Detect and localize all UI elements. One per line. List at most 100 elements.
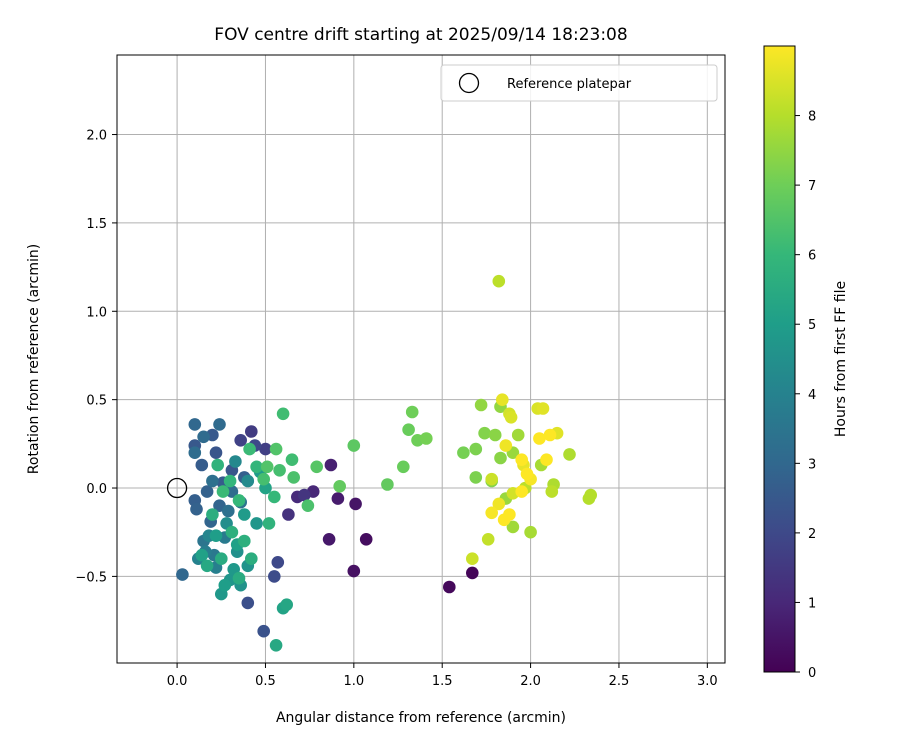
data-point [499, 439, 513, 452]
data-point [188, 418, 202, 431]
data-point [443, 580, 456, 594]
data-point [331, 492, 345, 505]
data-point [402, 423, 415, 437]
data-point [250, 517, 263, 530]
data-point [515, 453, 528, 467]
data-point [469, 442, 483, 456]
colorbar-tick-label: 7 [808, 179, 816, 194]
plot-frame [116, 54, 726, 664]
y-axis-ticks: −0.5 0.0 0.5 1.0 1.5 2.0 [75, 129, 117, 585]
data-point [188, 446, 202, 460]
data-point [268, 490, 281, 504]
x-tick-label: 2.0 [520, 674, 541, 689]
data-point [209, 446, 223, 460]
data-point [238, 534, 251, 548]
data-point [241, 596, 255, 610]
data-point [268, 570, 281, 583]
data-point [469, 471, 483, 484]
data-point [381, 478, 394, 491]
y-axis-label: Rotation from reference (arcmin) [26, 244, 42, 474]
data-point [503, 508, 516, 521]
grid-lines [117, 55, 725, 663]
x-axis-ticks: 0.0 0.5 1.0 1.5 2.0 2.5 3.0 [167, 663, 718, 689]
data-point [259, 442, 272, 456]
x-tick-label: 0.0 [167, 674, 188, 689]
data-points [176, 274, 597, 652]
data-point [506, 520, 520, 534]
data-point [223, 474, 237, 488]
data-point [257, 472, 271, 486]
data-point [269, 442, 283, 456]
data-point [466, 552, 479, 565]
data-point [301, 499, 315, 512]
data-point [584, 488, 597, 502]
x-tick-label: 3.0 [697, 674, 718, 689]
data-point [218, 578, 232, 592]
data-point [359, 533, 373, 546]
data-point [200, 485, 214, 498]
colorbar-ticks: 0 1 2 3 4 5 6 7 8 [795, 110, 816, 681]
data-point [524, 525, 537, 539]
data-point [298, 488, 311, 502]
y-tick-label: 0.5 [86, 394, 107, 409]
data-point [347, 564, 361, 578]
colorbar-tick-label: 0 [808, 666, 816, 681]
legend-label-reference-platepar: Reference platepar [507, 77, 632, 92]
data-point [176, 568, 189, 581]
colorbar: 0 1 2 3 4 5 6 7 8 Hours from first FF file [763, 45, 849, 681]
data-point [280, 598, 294, 611]
data-point [257, 624, 271, 638]
data-point [488, 428, 502, 442]
data-point [195, 548, 209, 562]
y-tick-label: −0.5 [75, 570, 107, 585]
data-point [420, 432, 433, 445]
data-point [347, 439, 361, 452]
data-point [536, 402, 550, 415]
y-tick-label: 2.0 [86, 129, 107, 144]
data-point [545, 485, 559, 498]
data-point [229, 455, 242, 468]
data-point [511, 428, 525, 442]
data-point [481, 533, 495, 546]
data-point [271, 556, 285, 569]
colorbar-label: Hours from first FF file [833, 281, 849, 437]
colorbar-tick-label: 5 [808, 318, 816, 333]
data-point [245, 425, 258, 438]
data-point [206, 508, 219, 521]
colorbar-tick-label: 8 [808, 110, 816, 125]
x-axis-label: Angular distance from reference (arcmin) [276, 710, 566, 726]
colorbar-tick-label: 2 [808, 527, 816, 542]
data-point [533, 432, 546, 445]
data-point [349, 497, 362, 511]
data-point [269, 639, 283, 652]
data-point [563, 448, 576, 461]
data-point [216, 485, 230, 498]
data-point [232, 571, 246, 585]
colorbar-tick-label: 3 [808, 457, 816, 472]
data-point [485, 506, 499, 520]
data-point [200, 559, 214, 573]
colorbar-gradient [763, 45, 796, 673]
reference-marker [166, 477, 188, 499]
data-point [209, 529, 223, 542]
data-point [494, 451, 507, 465]
data-point [262, 517, 276, 530]
data-point [190, 502, 203, 516]
data-point [245, 552, 258, 565]
data-point [520, 467, 534, 481]
x-tick-label: 1.0 [343, 674, 364, 689]
data-point [213, 418, 226, 431]
x-tick-label: 1.5 [432, 674, 453, 689]
data-point [474, 398, 488, 412]
y-tick-label: 0.0 [86, 482, 107, 497]
data-point [397, 460, 410, 474]
chart-title: FOV centre drift starting at 2025/09/14 … [214, 25, 627, 45]
legend-reference-marker [458, 72, 480, 94]
data-point [282, 508, 295, 521]
x-tick-label: 0.5 [255, 674, 276, 689]
data-point [211, 458, 224, 472]
data-point [310, 460, 324, 474]
data-point [243, 442, 256, 456]
data-point [225, 485, 239, 498]
data-point [250, 460, 263, 474]
